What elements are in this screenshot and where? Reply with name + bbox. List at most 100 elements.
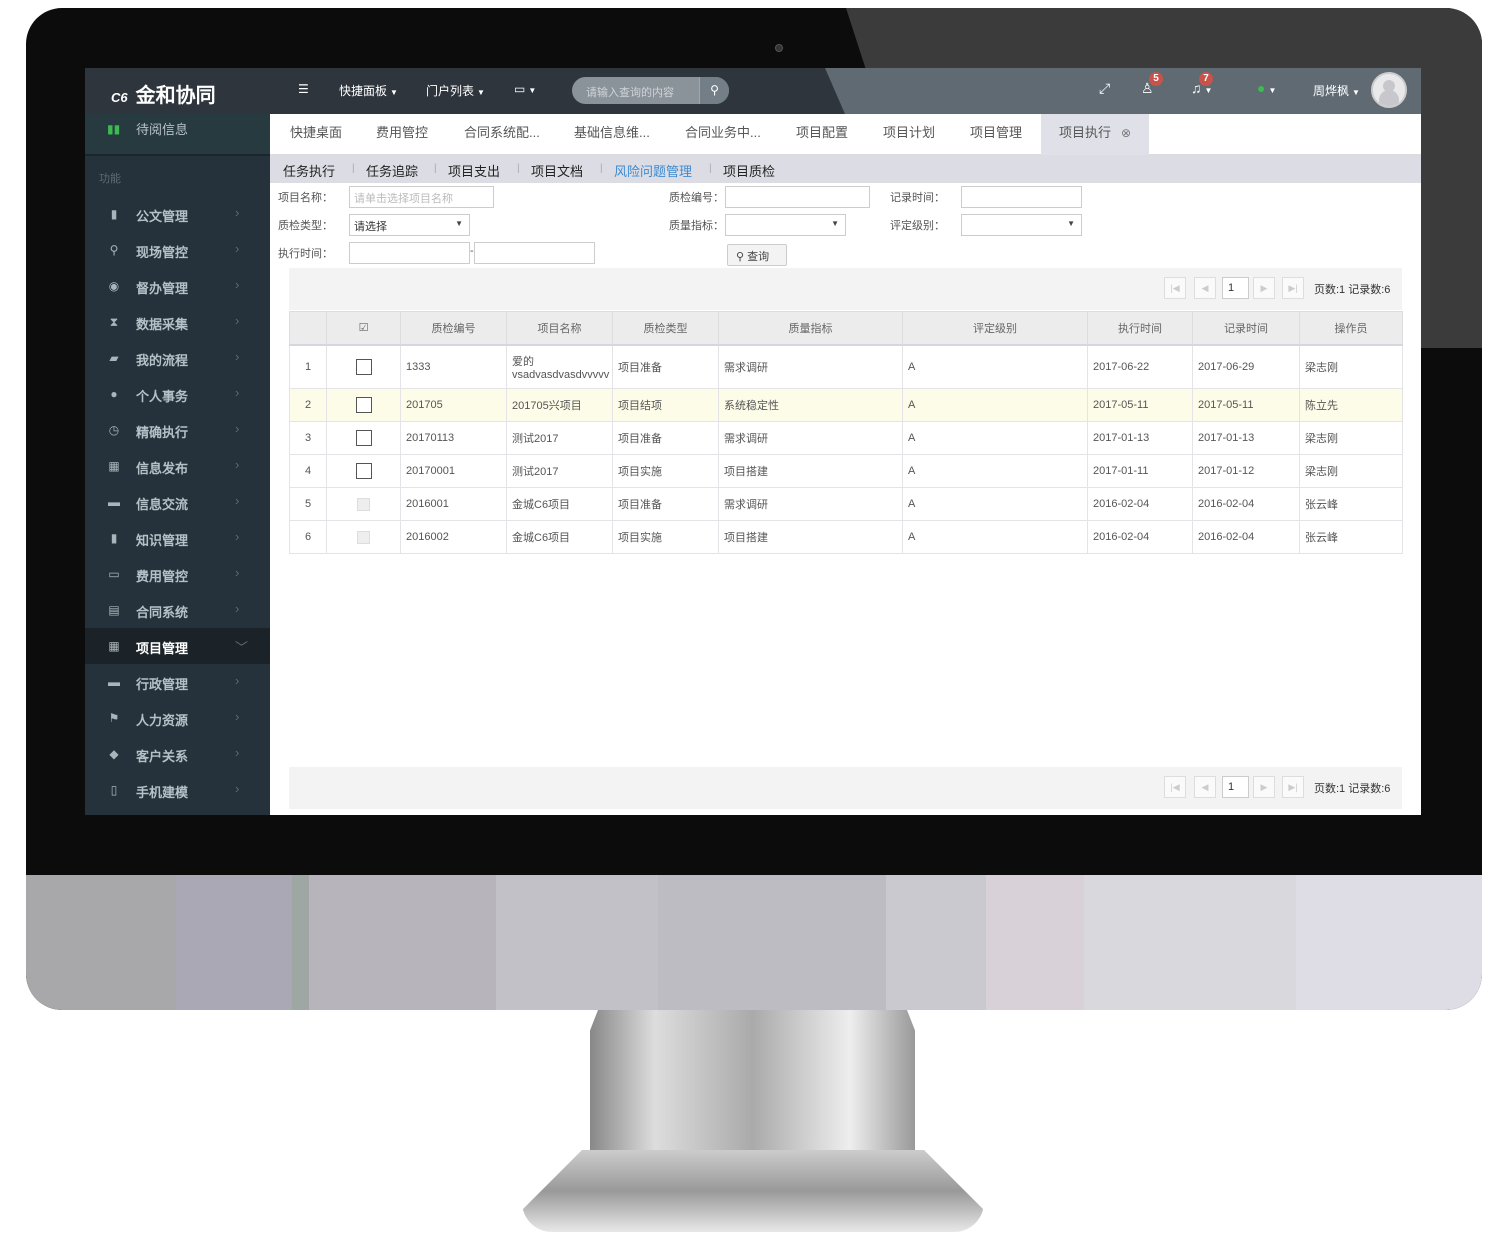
nav-label: 门户列表 [426, 84, 475, 98]
tab[interactable]: 基础信息维... [574, 114, 650, 155]
chevron-right-icon: › [235, 457, 240, 472]
cell-name: 金城C6项目 [506, 520, 613, 554]
tab[interactable]: 项目管理 [970, 114, 1022, 155]
nav-label: 快捷面板 [339, 84, 388, 98]
sidebar-item[interactable]: ▬ 行政管理 › [85, 664, 270, 700]
cell-name: 测试2017 [506, 421, 613, 455]
sidebar-item-label: 信息交流 [136, 497, 189, 512]
next-page-button[interactable]: ▶ [1253, 277, 1275, 299]
tab-label: 合同系统配... [464, 125, 540, 140]
avatar[interactable] [1371, 72, 1407, 108]
exec-time-end-input[interactable] [474, 242, 595, 264]
users-notification-button[interactable]: ♙ 5 [1141, 72, 1163, 97]
page-input[interactable]: 1 [1222, 277, 1249, 299]
expand-icon[interactable]: ⤢ [1099, 80, 1111, 96]
sidebar-item[interactable]: ◉ 督办管理 › [85, 268, 270, 304]
page-input[interactable]: 1 [1222, 776, 1249, 798]
sub-tab[interactable]: 风险问题管理 [614, 164, 693, 179]
cell-name: 测试2017 [506, 454, 613, 488]
tab[interactable]: 合同业务中... [685, 114, 761, 155]
chevron-right-icon: › [235, 601, 240, 616]
query-button[interactable]: ⚲ 查询 [727, 244, 787, 266]
row-checkbox[interactable] [355, 358, 372, 375]
table-row[interactable]: 4 20170001 测试2017 项目实施 项目搭建 A 2017-01-11 2017-0… [289, 454, 1403, 488]
sidebar-item[interactable]: ⚑ 人力资源 › [85, 700, 270, 736]
table-row[interactable]: 5 2016001 金城C6项目 项目准备 需求调研 A 2016-02-04 2016-02… [289, 487, 1403, 521]
first-page-button[interactable]: |◀ [1164, 277, 1186, 299]
cell-rating: A [902, 520, 1088, 554]
search-input[interactable]: 请输入查询的内容 ⚲ [572, 77, 729, 104]
chevron-right-icon: › [235, 745, 240, 760]
nav-quick-panel[interactable]: 快捷面板 ▼ [339, 82, 398, 99]
last-page-button[interactable]: ▶| [1282, 277, 1304, 299]
sidebar-item[interactable]: ◆ 客户关系 › [85, 736, 270, 772]
next-page-button[interactable]: ▶ [1253, 776, 1275, 798]
book-icon: ▮ [110, 207, 118, 221]
sidebar-item-label: 人力资源 [136, 713, 189, 728]
sidebar-item[interactable]: ▦ 项目管理 ﹀ [85, 628, 270, 664]
close-icon[interactable]: ⊗ [1121, 126, 1132, 140]
tab[interactable]: 合同系统配... [464, 114, 540, 155]
exec-time-start-input[interactable] [349, 242, 470, 264]
sidebar-item[interactable]: ▯ 手机建模 › [85, 772, 270, 808]
sub-tab[interactable]: 任务追踪 [366, 164, 419, 179]
select-all-checkbox[interactable]: ☑ [326, 311, 401, 346]
tab-bar: 快捷桌面 费用管控 合同系统配... 基础信息维... 合同业务中... 项目配置 项目计划… [270, 114, 1421, 155]
monitor-icon: ▭ [514, 82, 526, 96]
nav-monitor[interactable]: ▭ ▼ [514, 82, 536, 96]
tab[interactable]: 项目配置 [796, 114, 848, 155]
sidebar-item[interactable]: ◷ 精确执行 › [85, 412, 270, 448]
cell-op: 张云峰 [1299, 487, 1403, 521]
row-checkbox[interactable] [355, 430, 372, 446]
cell-op: 陈立先 [1299, 388, 1403, 422]
sidebar-section-label: 功能 [99, 173, 121, 185]
search-icon[interactable]: ⚲ [699, 77, 729, 104]
quality-index-select[interactable] [725, 214, 846, 236]
cell-index: 需求调研 [718, 487, 903, 521]
sidebar-item-label: 个人事务 [136, 389, 189, 404]
table-row[interactable]: 3 20170113 测试2017 项目准备 需求调研 A 2017-01-13 2017-0… [289, 421, 1403, 455]
record-time-input[interactable] [961, 186, 1082, 208]
sidebar-item[interactable]: ⚲ 现场管控 › [85, 232, 270, 268]
table-row[interactable]: 2 201705 201705兴项目 项目结项 系统稳定性 A 2017-05-11 2017… [289, 388, 1403, 422]
project-name-input[interactable]: 请单击选择项目名称 [349, 186, 494, 208]
sidebar-item[interactable]: ▦ 信息发布 › [85, 448, 270, 484]
sidebar-item[interactable]: ● 个人事务 › [85, 376, 270, 412]
table-row[interactable]: 1 1333 爱的vsadvasdvasdvvvvv 项目准备 需求调研 A 2017-06… [289, 344, 1403, 389]
table-row[interactable]: 6 2016002 金城C6项目 项目实施 项目搭建 A 2016-02-04 2016-02… [289, 520, 1403, 554]
sub-tab[interactable]: 任务执行 [283, 164, 336, 179]
nav-portal-list[interactable]: 门户列表 ▼ [426, 82, 485, 99]
sidebar-item[interactable]: ▰ 我的流程 › [85, 340, 270, 376]
last-page-button[interactable]: ▶| [1282, 776, 1304, 798]
query-label: 查询 [747, 251, 770, 263]
menu-toggle-icon[interactable]: ☰ [298, 82, 309, 96]
status-button[interactable]: ● ▼ [1257, 80, 1276, 96]
sub-tab[interactable]: 项目支出 [448, 164, 501, 179]
monitor-chin [26, 875, 1482, 1010]
sidebar-item[interactable]: ▮ 公文管理 › [85, 196, 270, 232]
prev-page-button[interactable]: ◀ [1194, 776, 1216, 798]
tab[interactable]: 项目计划 [883, 114, 935, 155]
sub-tab[interactable]: 项目质检 [723, 164, 776, 179]
rating-label: 评定级别： [890, 220, 945, 232]
first-page-button[interactable]: |◀ [1164, 776, 1186, 798]
bell-notification-button[interactable]: ♫ 7 ▼ [1191, 72, 1213, 96]
rating-select[interactable] [961, 214, 1082, 236]
project-name-label: 项目名称： [278, 192, 333, 204]
sidebar-item-unread[interactable]: ▮▮ 待阅信息 [85, 114, 270, 156]
sub-tab[interactable]: 项目文档 [531, 164, 584, 179]
qc-no-input[interactable] [725, 186, 870, 208]
tab[interactable]: 项目执行 ⊗ [1041, 114, 1150, 155]
row-checkbox[interactable] [355, 397, 372, 413]
user-menu[interactable]: 周烨枫 ▼ [1313, 82, 1360, 99]
prev-page-button[interactable]: ◀ [1194, 277, 1216, 299]
sidebar-item[interactable]: ▬ 信息交流 › [85, 484, 270, 520]
sidebar-item[interactable]: ▮ 知识管理 › [85, 520, 270, 556]
sidebar-item[interactable]: ⧗ 数据采集 › [85, 304, 270, 340]
tab[interactable]: 费用管控 [376, 114, 428, 155]
tab[interactable]: 快捷桌面 [290, 114, 342, 155]
qc-type-select[interactable]: 请选择 [349, 214, 470, 236]
sidebar-item[interactable]: ▤ 合同系统 › [85, 592, 270, 628]
row-checkbox[interactable] [355, 463, 372, 479]
sidebar-item[interactable]: ▭ 费用管控 › [85, 556, 270, 592]
